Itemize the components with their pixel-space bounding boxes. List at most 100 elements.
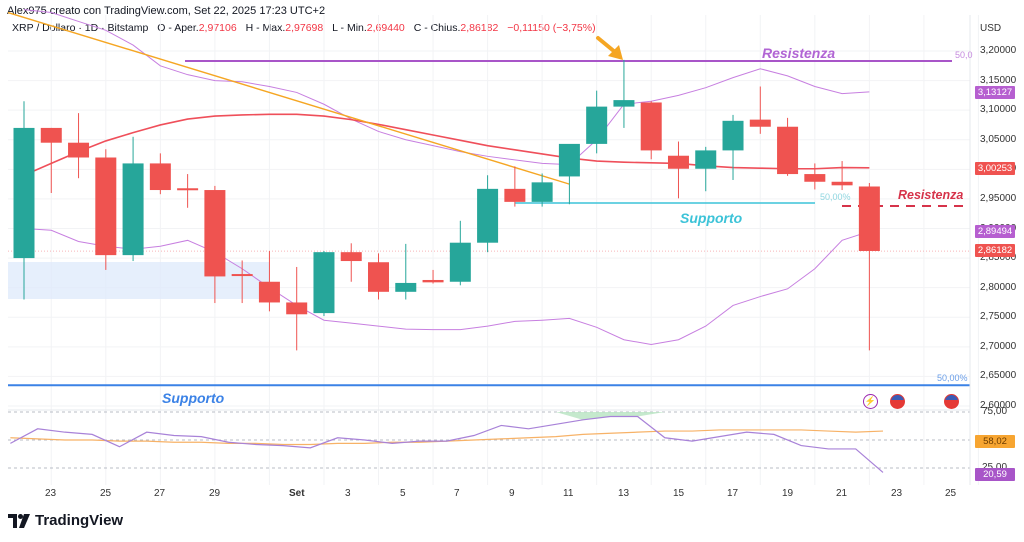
tradingview-logo-icon [8, 513, 30, 528]
candle[interactable] [177, 174, 199, 208]
candle[interactable] [204, 185, 226, 304]
time-tick: 23 [891, 488, 903, 499]
time-tick: 13 [618, 488, 630, 499]
candle[interactable] [777, 117, 799, 176]
candle[interactable] [395, 243, 417, 300]
time-tick: 19 [782, 488, 794, 499]
price-tick: 2,85000 [980, 252, 1017, 264]
price-tick: 2,60000 [980, 400, 1017, 411]
rsi-tick: 75,00 [982, 406, 1008, 417]
support-mid-label[interactable]: Supporto [680, 210, 743, 226]
open-label: O - Aper. [157, 22, 199, 34]
lightning-event-icon[interactable]: ⚡ [863, 394, 878, 409]
currency-label: USD [980, 23, 1002, 34]
candle[interactable] [749, 86, 771, 134]
bb-upper-price-tag: 3,13127 [975, 86, 1015, 99]
candle[interactable] [695, 146, 717, 192]
bollinger-upper-line [23, 9, 870, 166]
trendline[interactable] [7, 11, 570, 185]
resistance-top-label[interactable]: Resistenza [762, 45, 836, 61]
tradingview-logo[interactable]: TradingView [8, 512, 123, 529]
brand-name: TradingView [35, 512, 124, 529]
time-tick: 5 [400, 488, 406, 499]
rsi-tag: 20,59 [975, 468, 1015, 481]
indicator-lines [7, 9, 870, 345]
fib-top-label: 50,0 [955, 50, 973, 60]
candle[interactable] [13, 101, 35, 300]
low-label: L - Min. [332, 22, 367, 34]
candle[interactable] [231, 260, 253, 304]
candle[interactable] [286, 266, 308, 351]
ohlc-legend: XRP / Dollaro · 1D · Bitstamp O - Aper.2… [12, 22, 596, 34]
change-value: −0,11150 (−3,75%) [507, 22, 596, 34]
candle[interactable] [313, 250, 335, 317]
candle[interactable] [722, 114, 744, 180]
close-label: C - Chius. [413, 22, 461, 34]
candle[interactable] [858, 182, 880, 351]
time-tick: 3 [345, 488, 351, 499]
range-highlight-box [8, 262, 270, 299]
resistance-right-label[interactable]: Resistenza [898, 188, 964, 202]
support-bottom-label[interactable]: Supporto [162, 390, 225, 406]
last-price-tag: 2,86182 [975, 244, 1015, 257]
candle[interactable] [477, 175, 499, 253]
candle[interactable] [149, 153, 171, 195]
candlesticks[interactable] [13, 59, 880, 351]
rsi-panel[interactable] [8, 411, 970, 473]
candle[interactable] [558, 143, 580, 205]
price-tick: 2,80000 [980, 281, 1017, 293]
candle[interactable] [613, 59, 635, 128]
us-flag-event-icon[interactable] [944, 394, 959, 409]
time-tick: 23 [45, 488, 57, 499]
time-tick: 9 [509, 488, 515, 499]
time-tick: 25 [945, 488, 957, 499]
candle[interactable] [804, 163, 826, 190]
rsi-ma-tag: 58,02 [975, 435, 1015, 448]
time-tick: Set [289, 488, 305, 499]
candle[interactable] [258, 250, 280, 312]
candle[interactable] [40, 127, 62, 194]
rsi-tick: 25,00 [982, 462, 1007, 473]
bollinger-lower-line [23, 228, 870, 345]
price-tick: 2,75000 [980, 311, 1017, 323]
candle[interactable] [122, 136, 144, 262]
us-flag-event-icon[interactable] [890, 394, 905, 409]
candle[interactable] [667, 141, 689, 199]
time-tick: 7 [454, 488, 460, 499]
symbol-label[interactable]: XRP / Dollaro · 1D · Bitstamp [12, 22, 149, 34]
open-value: 2,97106 [198, 22, 237, 34]
time-tick: 15 [673, 488, 685, 499]
close-value: 2,86182 [460, 22, 499, 34]
fib-bottom-label: 50,00% [937, 373, 968, 383]
price-tick: 2,95000 [980, 192, 1017, 204]
candle[interactable] [531, 173, 553, 207]
time-tick: 29 [209, 488, 221, 499]
candle[interactable] [640, 101, 662, 160]
time-tick: 25 [100, 488, 112, 499]
price-tick: 3,05000 [980, 133, 1017, 145]
candle[interactable] [422, 269, 444, 284]
low-value: 2,69440 [366, 22, 405, 34]
candle[interactable] [449, 220, 471, 286]
high-value: 2,97698 [285, 22, 324, 34]
candle[interactable] [95, 149, 117, 270]
chart-credit: Alex975 creato con TradingView.com, Set … [7, 5, 326, 17]
price-tick: 3,15000 [980, 74, 1017, 86]
high-label: H - Max. [245, 22, 286, 34]
candle[interactable] [504, 166, 526, 207]
arrow-annotation-icon [596, 36, 623, 60]
chart-grid [8, 15, 979, 485]
candle[interactable] [586, 90, 608, 154]
fib-mid-label: 50,00% [820, 192, 851, 202]
sma-price-tag: 3,00253 [975, 162, 1015, 175]
candle[interactable] [368, 253, 390, 300]
candle[interactable] [68, 113, 90, 179]
time-tick: 17 [727, 488, 739, 499]
candle[interactable] [831, 161, 853, 191]
candle[interactable] [340, 243, 362, 282]
price-tick: 3,10000 [980, 104, 1017, 116]
price-tick: 2,65000 [980, 370, 1017, 382]
time-tick: 11 [563, 488, 574, 499]
bb-lower-price-tag: 2,89494 [975, 225, 1015, 238]
